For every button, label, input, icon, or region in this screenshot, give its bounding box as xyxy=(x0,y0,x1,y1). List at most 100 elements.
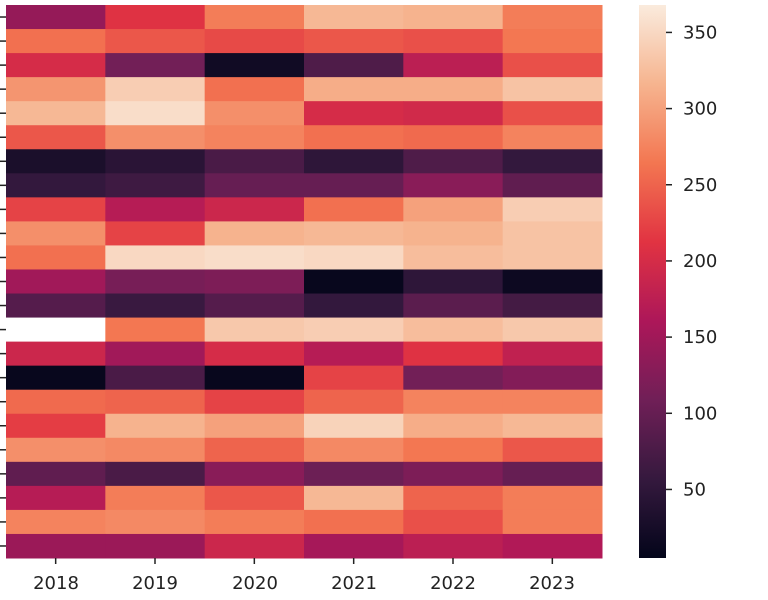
heatmap-cell xyxy=(6,509,106,535)
y-axis-ticks xyxy=(0,16,6,547)
heatmap-cell xyxy=(204,173,305,198)
x-axis: 2018 2019 2020 2021 2022 2023 xyxy=(33,558,575,594)
heatmap-cell xyxy=(105,413,206,439)
heatmap-cell xyxy=(105,125,206,150)
heatmap-cell xyxy=(403,5,504,30)
heatmap-cell xyxy=(105,77,206,102)
x-tick-label-2023: 2023 xyxy=(529,573,575,594)
heatmap-cell xyxy=(502,341,603,367)
heatmap-cell xyxy=(502,5,603,30)
heatmap-cell xyxy=(304,29,404,54)
colorbar: 50 100 150 200 250 300 350 xyxy=(639,5,717,558)
heatmap-cell xyxy=(403,437,504,463)
x-tick-label-2022: 2022 xyxy=(430,573,476,594)
heatmap-cell xyxy=(204,533,305,559)
heatmap-cell xyxy=(403,53,504,78)
heatmap-cell xyxy=(502,509,603,535)
heatmap-cell xyxy=(6,5,106,30)
heatmap-cell xyxy=(204,413,305,439)
heatmap-cell xyxy=(304,245,404,270)
heatmap-cell xyxy=(6,29,106,54)
heatmap-cell xyxy=(6,197,106,222)
heatmap-cell xyxy=(403,317,504,343)
heatmap-cell xyxy=(204,245,305,270)
heatmap-cell xyxy=(502,149,603,174)
heatmap-cell xyxy=(105,269,206,295)
heatmap-cell xyxy=(6,221,106,246)
heatmap-cell xyxy=(105,197,206,222)
heatmap-cell xyxy=(502,413,603,439)
heatmap-cell xyxy=(403,365,504,391)
heatmap-cell xyxy=(304,5,404,30)
heatmap-cell xyxy=(304,485,404,511)
heatmap-cell xyxy=(403,485,504,511)
heatmap-cell xyxy=(6,533,106,559)
heatmap-cell xyxy=(6,101,106,126)
heatmap-cell xyxy=(105,389,206,415)
colorbar-tick-label-300: 300 xyxy=(683,99,717,120)
heatmap-cell xyxy=(502,245,603,270)
heatmap-cell xyxy=(502,485,603,511)
heatmap-cell xyxy=(502,101,603,126)
heatmap-cell xyxy=(304,149,404,174)
heatmap-cell xyxy=(304,197,404,222)
heatmap-cell xyxy=(204,5,305,30)
heatmap-cell xyxy=(304,341,404,367)
heatmap-cell xyxy=(403,29,504,54)
heatmap-cell xyxy=(6,149,106,174)
heatmap-cell xyxy=(403,389,504,415)
heatmap-cell xyxy=(204,293,305,319)
heatmap-cell xyxy=(6,389,106,415)
x-tick-label-2018: 2018 xyxy=(33,573,79,594)
heatmap-cell xyxy=(403,509,504,535)
x-tick-label-2021: 2021 xyxy=(331,573,377,594)
heatmap-cell xyxy=(204,77,305,102)
colorbar-tick-label-200: 200 xyxy=(683,251,717,272)
heatmap-cell xyxy=(304,173,404,198)
heatmap-cell xyxy=(204,197,305,222)
x-tick-label-2020: 2020 xyxy=(232,573,278,594)
heatmap-cell xyxy=(105,53,206,78)
heatmap-cell xyxy=(6,461,106,487)
heatmap-cell xyxy=(105,293,206,319)
heatmap-cell xyxy=(204,29,305,54)
heatmap-cell xyxy=(502,29,603,54)
heatmap-cell xyxy=(105,533,206,559)
heatmap-cell xyxy=(6,245,106,270)
heatmap-cell xyxy=(105,101,206,126)
heatmap-cell xyxy=(105,365,206,391)
heatmap-cell xyxy=(304,317,404,343)
heatmap-cell xyxy=(403,461,504,487)
heatmap-cell xyxy=(6,293,106,319)
heatmap-cell xyxy=(6,53,106,78)
heatmap-cell xyxy=(105,245,206,270)
heatmap-cell xyxy=(204,149,305,174)
heatmap-cell xyxy=(502,437,603,463)
heatmap-cell xyxy=(105,29,206,54)
colorbar-tick-label-350: 350 xyxy=(683,22,717,43)
heatmap-cell xyxy=(502,221,603,246)
heatmap-cell xyxy=(204,437,305,463)
heatmap-cell xyxy=(304,461,404,487)
heatmap-cell xyxy=(304,77,404,102)
heatmap-cell xyxy=(204,341,305,367)
heatmap-cell xyxy=(105,437,206,463)
heatmap-cell xyxy=(403,221,504,246)
heatmap-cell xyxy=(502,461,603,487)
heatmap-cell xyxy=(204,317,305,343)
heatmap-cell xyxy=(403,77,504,102)
heatmap-cell xyxy=(304,125,404,150)
heatmap-cell xyxy=(502,533,603,559)
heatmap-cell xyxy=(6,437,106,463)
heatmap-cell xyxy=(6,341,106,367)
heatmap-cell xyxy=(304,53,404,78)
colorbar-gradient xyxy=(639,5,666,558)
heatmap-cell xyxy=(105,317,206,343)
heatmap-cell xyxy=(105,341,206,367)
heatmap-cell xyxy=(304,365,404,391)
heatmap-cell xyxy=(6,413,106,439)
heatmap-cell xyxy=(502,389,603,415)
heatmap-cell xyxy=(304,533,404,559)
heatmap-cell xyxy=(6,125,106,150)
